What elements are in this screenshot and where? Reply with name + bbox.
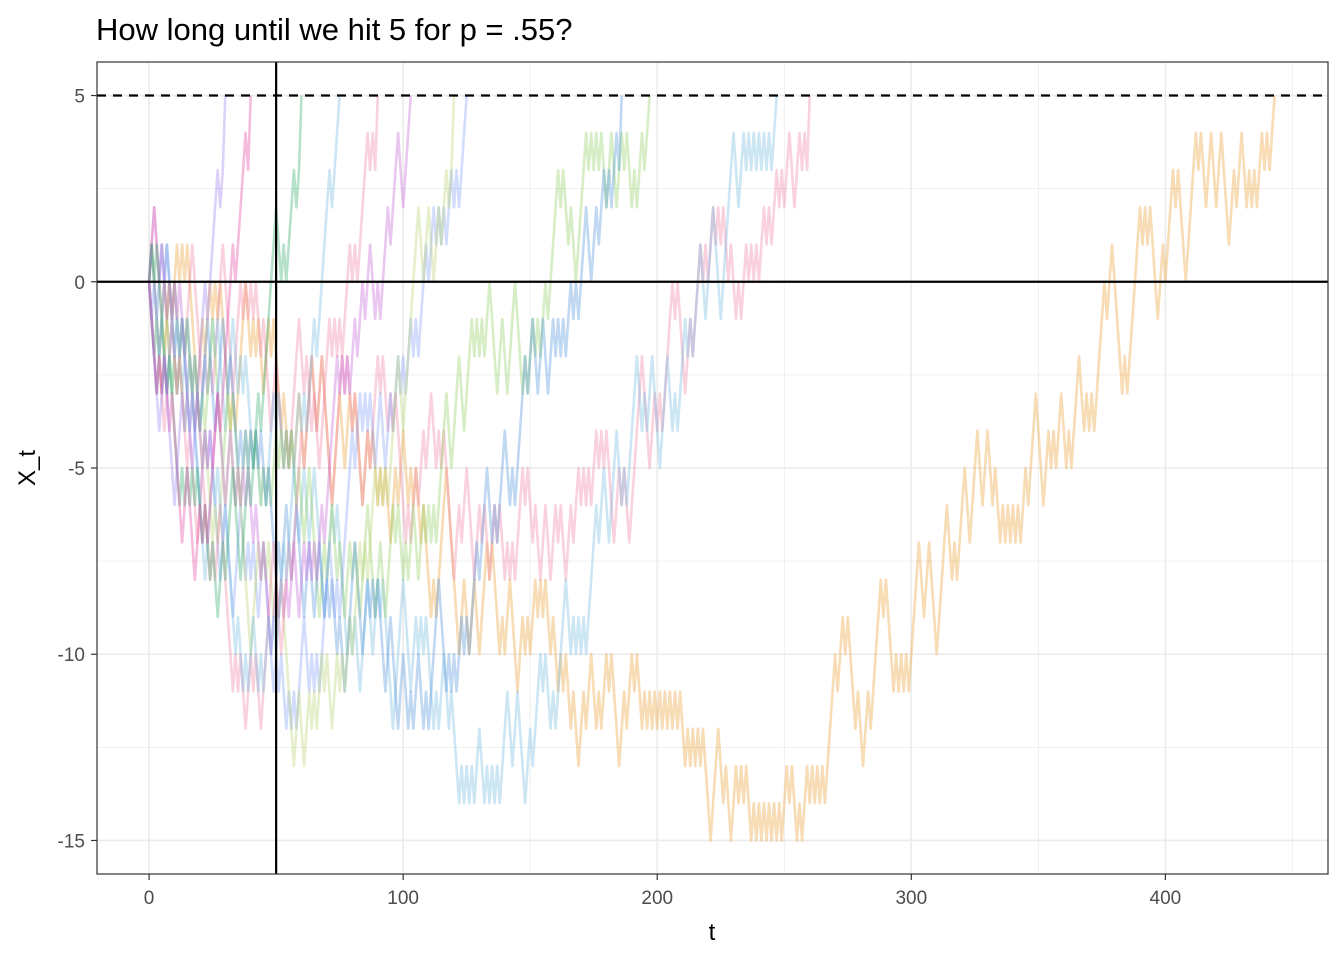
- y-tick-label: 0: [74, 273, 85, 294]
- series-line-3: [147, 95, 778, 805]
- series-line-5: [147, 95, 623, 730]
- x-tick-label: 200: [641, 888, 673, 909]
- series-line-10: [147, 95, 341, 693]
- series-line-2: [147, 95, 811, 581]
- x-tick-label: 400: [1150, 888, 1182, 909]
- x-axis-title: t: [709, 919, 716, 946]
- series-line-13: [147, 95, 227, 507]
- y-axis-title: X_t: [14, 450, 41, 486]
- series-line-6: [147, 95, 468, 730]
- grid-layer: [97, 62, 1328, 874]
- series-line-4: [147, 95, 651, 619]
- y-axis: 5 0 -5 -10 -15: [58, 87, 97, 852]
- y-tick-label: -15: [58, 831, 85, 852]
- series-layer: [147, 95, 1276, 842]
- y-tick-label: 5: [74, 87, 85, 108]
- x-tick-label: 0: [144, 888, 155, 909]
- reference-lines: [97, 62, 1328, 874]
- x-tick-label: 100: [387, 888, 419, 909]
- series-line-1: [147, 95, 1276, 842]
- chart-title: How long until we hit 5 for p = .55?: [96, 12, 572, 47]
- series-line-8: [147, 95, 413, 656]
- series-line-7: [147, 95, 456, 768]
- x-axis: 0 100 200 300 400: [144, 874, 1181, 909]
- x-tick-label: 300: [895, 888, 927, 909]
- y-tick-label: -10: [58, 645, 85, 666]
- series-line-12: [147, 95, 252, 581]
- series-line-9: [147, 95, 380, 730]
- y-tick-label: -5: [68, 459, 85, 480]
